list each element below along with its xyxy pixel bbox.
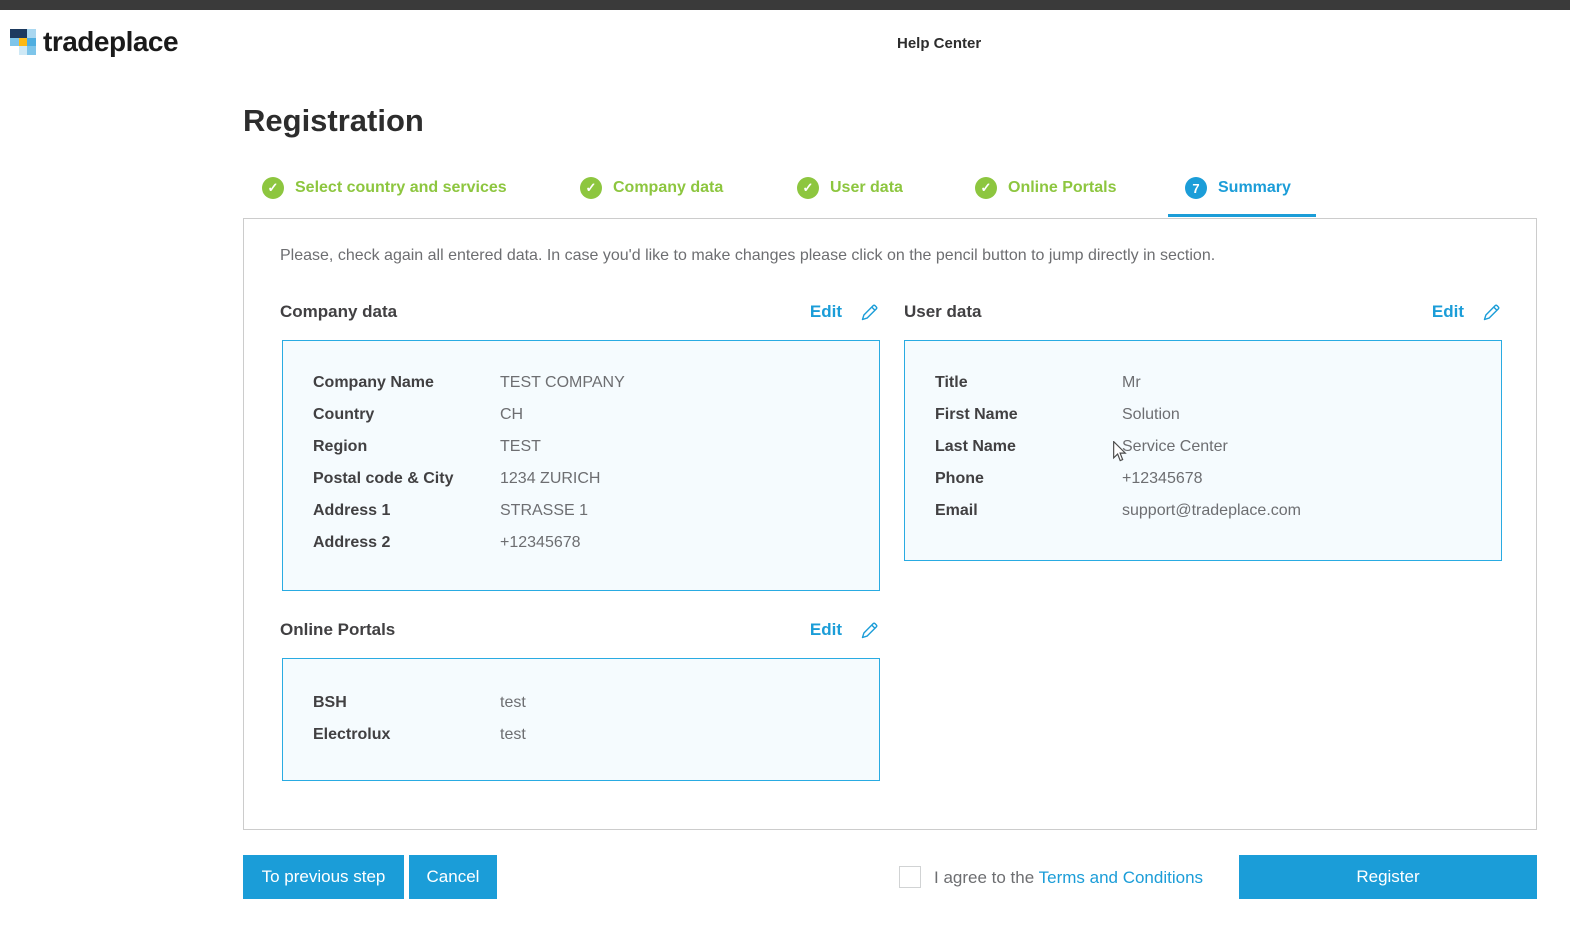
step-tab-online-portals[interactable]: ✓ Online Portals	[975, 177, 1116, 199]
page-title: Registration	[243, 103, 424, 138]
data-row: Postal code & City 1234 ZURICH	[313, 470, 601, 487]
data-row: BSH test	[313, 694, 526, 711]
data-row: Email support@tradeplace.com	[935, 502, 1301, 519]
company-data-box: Company Name TEST COMPANY Country CH Regio…	[282, 340, 880, 591]
help-center-link[interactable]: Help Center	[897, 35, 982, 52]
active-tab-indicator	[1168, 214, 1316, 217]
tradeplace-logo-icon	[10, 29, 36, 55]
section-title: Online Portals	[280, 620, 396, 639]
check-icon: ✓	[262, 177, 284, 199]
logo-wordmark: tradeplace	[43, 26, 179, 57]
data-row: Phone +12345678	[935, 470, 1203, 487]
pencil-icon[interactable]	[1481, 302, 1502, 323]
data-row: First Name Solution	[935, 406, 1180, 423]
check-icon: ✓	[580, 177, 602, 199]
step-number-badge: 7	[1185, 177, 1207, 199]
online-portals-section-header: Online Portals Edit	[280, 619, 880, 641]
terms-agree-checkbox[interactable]	[899, 866, 921, 888]
terms-and-conditions-link[interactable]: Terms and Conditions	[1038, 868, 1204, 887]
step-tab-summary[interactable]: 7 Summary	[1185, 177, 1291, 199]
register-button[interactable]: Register	[1239, 855, 1537, 899]
check-icon: ✓	[797, 177, 819, 199]
tradeplace-logo[interactable]: tradeplace	[10, 26, 179, 58]
edit-company-data-link[interactable]: Edit	[809, 302, 842, 321]
user-data-section-header: User data Edit	[904, 301, 1502, 323]
data-row: Last Name Service Center	[935, 438, 1228, 455]
data-row: Region TEST	[313, 438, 541, 455]
section-title: User data	[904, 302, 982, 321]
data-row: Address 1 STRASSE 1	[313, 502, 589, 519]
data-row: Country CH	[313, 406, 524, 423]
check-icon: ✓	[975, 177, 997, 199]
section-title: Company data	[280, 302, 398, 321]
pencil-icon[interactable]	[859, 620, 880, 641]
online-portals-box: BSH test Electrolux test	[282, 658, 880, 781]
step-label: Online Portals	[1008, 179, 1117, 196]
step-tab-select-country[interactable]: ✓ Select country and services	[262, 177, 507, 199]
to-previous-step-button[interactable]: To previous step	[243, 855, 404, 899]
data-row: Company Name TEST COMPANY	[313, 374, 625, 391]
step-label: User data	[830, 179, 903, 196]
user-data-box: Title Mr First Name Solution Last Name Serv…	[904, 340, 1502, 561]
step-tab-company-data[interactable]: ✓ Company data	[580, 177, 723, 199]
step-label: Select country and services	[295, 179, 507, 196]
cancel-button[interactable]: Cancel	[409, 855, 497, 899]
instruction-text: Please, check again all entered data. In…	[280, 247, 1216, 264]
data-row: Title Mr	[935, 374, 1141, 391]
agree-text: I agree to the Terms and Conditions	[934, 868, 1204, 887]
step-tab-user-data[interactable]: ✓ User data	[797, 177, 903, 199]
company-data-section-header: Company data Edit	[280, 301, 880, 323]
top-accent-bar	[0, 0, 1570, 10]
data-row: Address 2 +12345678	[313, 534, 581, 551]
edit-online-portals-link[interactable]: Edit	[809, 620, 842, 639]
step-label: Summary	[1218, 179, 1291, 196]
pencil-icon[interactable]	[859, 302, 880, 323]
summary-panel: Please, check again all entered data. In…	[243, 218, 1537, 830]
data-row: Electrolux test	[313, 726, 526, 743]
edit-user-data-link[interactable]: Edit	[1431, 302, 1464, 321]
step-label: Company data	[613, 179, 724, 196]
